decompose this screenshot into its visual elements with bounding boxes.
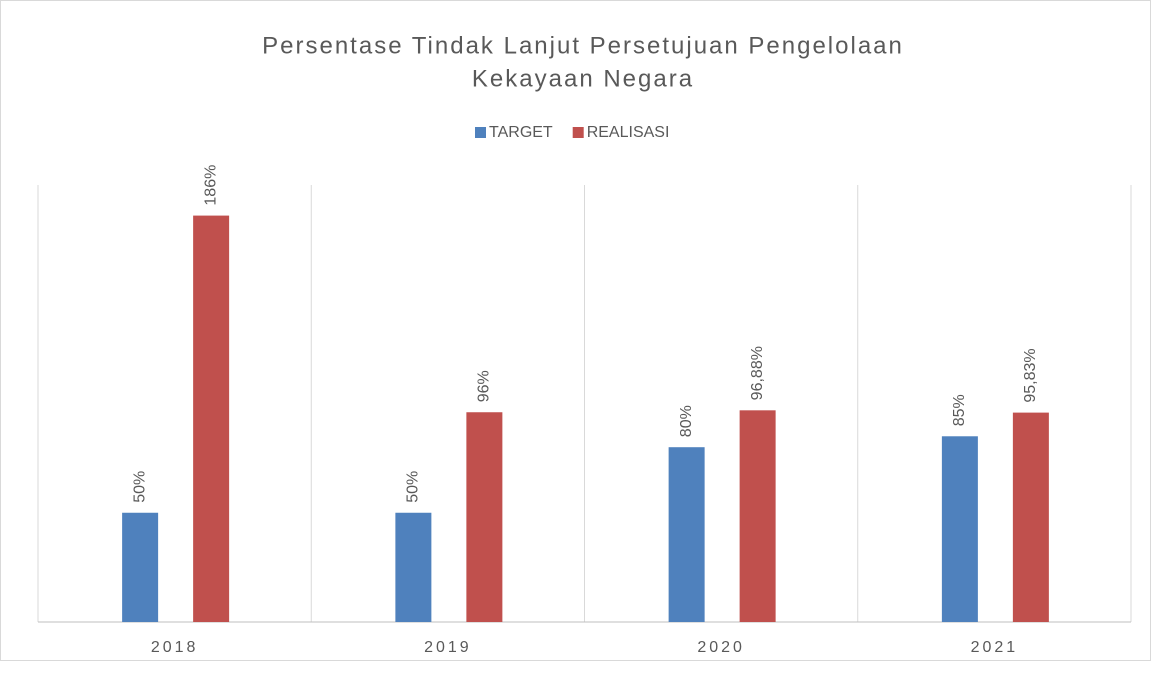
legend-swatch: [572, 127, 584, 138]
x-tick-label: 2021: [971, 639, 1019, 656]
x-tick-label: 2019: [424, 639, 472, 656]
x-tick-label: 2018: [151, 639, 199, 656]
legend-swatch: [475, 127, 486, 138]
legend-label: TARGET: [489, 124, 553, 141]
data-label: 80%: [678, 405, 695, 437]
data-label: 95,83%: [1022, 348, 1039, 402]
bar: [395, 512, 432, 622]
bar: [466, 412, 503, 622]
data-label: 50%: [131, 471, 148, 503]
x-tick-label: 2020: [697, 639, 745, 656]
bar: [941, 436, 978, 622]
data-label: 96%: [476, 370, 493, 402]
data-label: 85%: [951, 394, 968, 426]
legend-label: REALISASI: [587, 124, 670, 141]
data-label: 96,88%: [749, 346, 766, 400]
bar: [739, 410, 776, 622]
data-label: 50%: [405, 471, 422, 503]
data-label: 186%: [202, 165, 219, 206]
bar: [668, 447, 705, 622]
chart-title: Persentase Tindak Lanjut Persetujuan Pen…: [262, 32, 904, 59]
chart-title: Kekayaan Negara: [472, 65, 694, 92]
bar: [122, 512, 159, 622]
bar: [193, 215, 230, 622]
bar: [1012, 412, 1049, 622]
